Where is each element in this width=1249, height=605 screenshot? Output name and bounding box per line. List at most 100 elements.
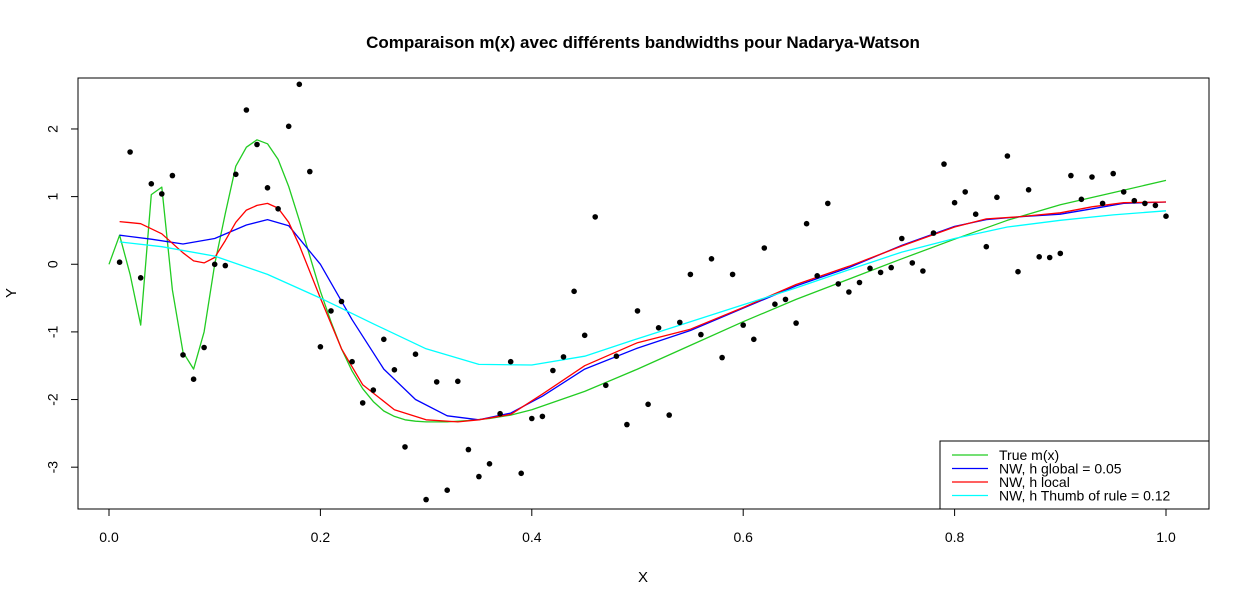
data-point [476,473,482,480]
data-point [497,410,503,417]
data-point [846,289,852,295]
data-point [391,367,398,373]
data-point [613,353,620,360]
data-point [835,281,842,287]
data-point [381,336,387,343]
data-point [455,378,461,385]
data-point [1163,213,1169,219]
data-point [603,382,609,389]
y-tick-label: 1 [45,193,61,201]
legend-box [939,440,1210,510]
data-point [1120,189,1127,195]
data-point [518,470,524,477]
data-point [899,235,905,242]
data-point [645,401,651,408]
data-point [856,279,863,286]
x-tick-label: 1.0 [1156,529,1176,545]
data-point [634,308,641,314]
data-point [233,171,239,178]
data-point [560,354,567,360]
data-point [285,123,292,130]
data-point [677,319,683,326]
data-point [655,325,662,331]
data-point [581,332,588,339]
data-point [994,194,1000,201]
data-point [972,211,979,217]
data-point [666,412,672,418]
data-point [116,259,123,266]
data-point [1036,253,1042,260]
data-point [687,271,694,278]
data-point [275,206,281,212]
data-point [307,168,313,175]
data-point [222,262,229,269]
data-point [814,273,820,279]
data-point [909,260,916,266]
data-point [423,496,429,503]
y-axis: -3 -2 -1 0 1 2 [45,125,79,474]
data-point [349,358,355,365]
data-point [211,261,218,268]
data-point [983,243,990,250]
data-point [201,344,207,351]
data-point [1152,202,1159,209]
data-point [624,421,630,428]
data-point [529,415,535,422]
data-point [264,185,271,191]
x-tick-label: 0.0 [99,529,119,545]
x-tick-label: 0.8 [945,529,965,545]
data-point [1004,153,1011,159]
data-point [761,245,768,251]
data-point [1015,268,1021,275]
data-point [920,268,926,274]
data-point [962,189,968,195]
series-line-3 [119,201,1167,423]
data-point [751,336,757,343]
data-point [243,107,250,113]
data-point [951,199,958,206]
x-axis-label: X [638,569,648,586]
data-point [877,269,884,276]
series-line-2 [119,201,1167,421]
data-point [793,320,799,326]
data-point [254,141,260,148]
data-point [317,344,324,350]
data-point [296,81,303,88]
data-point [1099,200,1106,207]
data-point [359,400,366,406]
y-tick-label: 2 [45,125,61,133]
data-point [1078,196,1085,203]
data-point [782,296,789,303]
x-tick-label: 0.4 [522,529,542,545]
y-axis-label: Y [3,288,20,298]
data-point [941,161,947,167]
data-point [719,354,725,361]
data-point [1131,197,1138,204]
legend-entry-label: NW, h Thumb of rule = 0.12 [999,488,1171,504]
data-point [772,301,778,308]
data-point [1057,250,1064,257]
data-point [159,191,165,197]
chart-title: Comparaison m(x) avec différents bandwid… [366,33,920,52]
data-point [888,264,894,271]
data-point [402,444,408,450]
data-point [338,298,345,305]
data-point [137,275,144,281]
data-point [867,265,873,272]
data-point [708,255,715,262]
series-line-4 [119,210,1167,366]
series-lines [108,139,1167,423]
y-tick-label: 0 [45,260,61,268]
legend-entry-label: NW, h local [999,474,1070,490]
data-point [1089,174,1095,180]
data-point [698,331,704,338]
data-point [465,446,472,453]
data-point [486,461,493,467]
y-tick-label: -3 [45,461,61,474]
series-line-1 [108,139,1167,423]
legend-entry-label: True m(x) [999,447,1059,463]
data-point [1025,187,1032,193]
x-axis: 0.0 0.2 0.4 0.6 0.8 1.0 [99,508,1176,545]
